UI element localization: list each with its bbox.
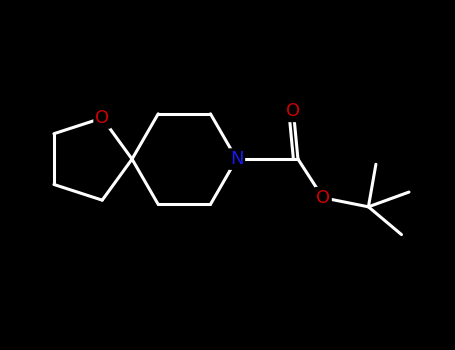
Text: O: O xyxy=(286,102,300,120)
Text: O: O xyxy=(95,109,109,127)
Text: N: N xyxy=(230,150,243,168)
Text: O: O xyxy=(316,189,330,207)
